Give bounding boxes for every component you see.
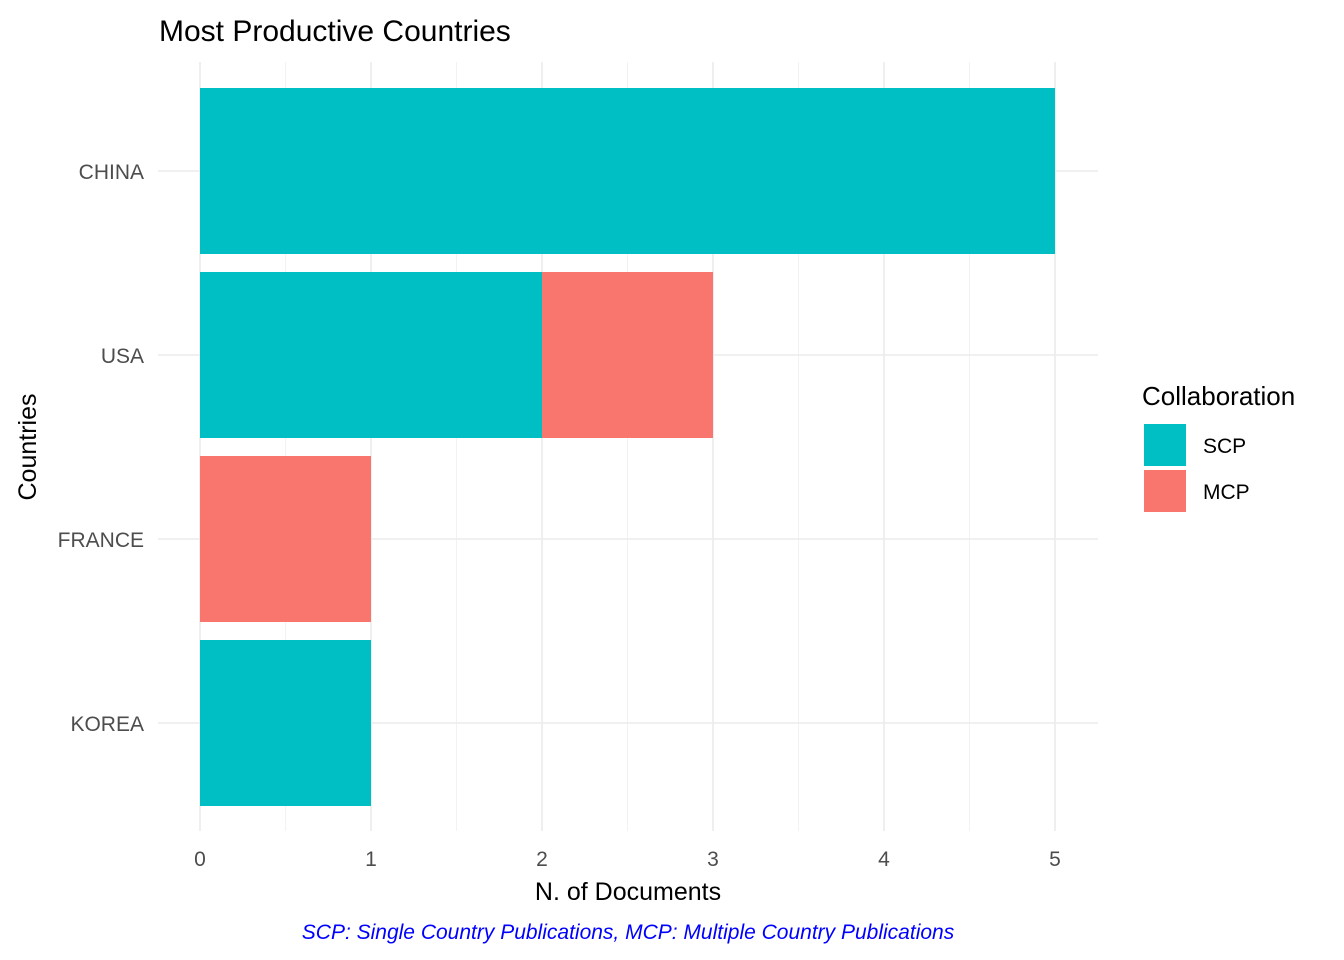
bar-usa-scp <box>200 272 542 438</box>
x-tick-label: 3 <box>707 848 719 871</box>
caption: SCP: Single Country Publications, MCP: M… <box>302 921 955 944</box>
y-tick-label: FRANCE <box>58 529 144 552</box>
legend-label-mcp: MCP <box>1203 481 1250 504</box>
legend-title: Collaboration <box>1142 381 1295 411</box>
y-axis-title: Countries <box>14 394 42 501</box>
bars <box>200 88 1055 806</box>
y-tick-label: KOREA <box>70 713 144 736</box>
x-tick-label: 5 <box>1049 848 1061 871</box>
x-tick-label: 4 <box>878 848 890 871</box>
legend-key-scp <box>1144 424 1186 466</box>
x-tick-label: 1 <box>365 848 377 871</box>
bar-korea-scp <box>200 640 371 806</box>
x-tick-labels: 0 1 2 3 4 5 <box>194 848 1061 871</box>
bar-france-mcp <box>200 456 371 622</box>
bar-usa-mcp <box>542 272 713 438</box>
bar-china-scp <box>200 88 1055 254</box>
chart-title: Most Productive Countries <box>159 15 511 48</box>
legend-key-mcp <box>1144 470 1186 512</box>
x-tick-label: 0 <box>194 848 206 871</box>
y-tick-label: CHINA <box>79 161 144 184</box>
legend: Collaboration SCP MCP <box>1142 381 1295 512</box>
legend-label-scp: SCP <box>1203 435 1246 458</box>
x-tick-label: 2 <box>536 848 548 871</box>
y-tick-label: USA <box>101 345 144 368</box>
y-tick-labels: CHINA USA FRANCE KOREA <box>58 161 144 736</box>
x-axis-title: N. of Documents <box>535 878 721 906</box>
